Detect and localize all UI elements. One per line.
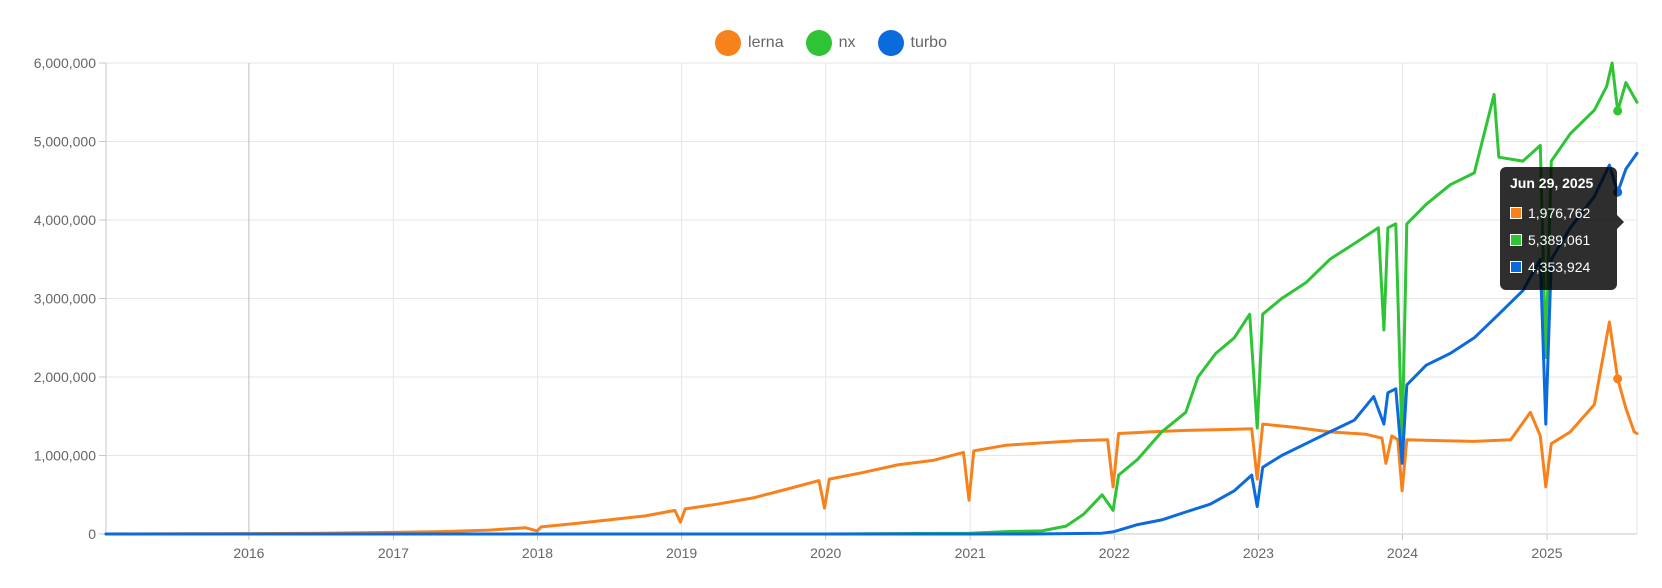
hover-point-lerna <box>1613 374 1623 384</box>
y-tick-label-1: 1,000,000 <box>34 448 96 464</box>
series-line-turbo <box>104 151 1639 536</box>
x-tick-label-2016: 2016 <box>233 545 264 561</box>
x-tick-label-2024: 2024 <box>1387 545 1418 561</box>
x-tick-label-2021: 2021 <box>955 545 986 561</box>
series-line-nx <box>104 61 1639 536</box>
tooltip-swatch-nx <box>1510 233 1522 246</box>
hover-point-nx <box>1613 106 1623 116</box>
legend-label-lerna: lerna <box>748 34 784 51</box>
series-layer <box>104 61 1639 536</box>
x-tick-label-2025: 2025 <box>1531 545 1562 561</box>
tooltip-swatch-lerna <box>1510 206 1522 219</box>
series-line-lerna <box>104 320 1639 536</box>
grid-layer <box>106 62 1637 535</box>
tooltip-row-turbo: 4,353,924 <box>1510 253 1607 280</box>
x-tick-label-2022: 2022 <box>1099 545 1130 561</box>
legend-swatch-turbo <box>877 30 904 56</box>
legend-item-turbo[interactable]: turbo <box>877 30 947 56</box>
chart-legend: lerna nx turbo <box>0 28 1662 58</box>
tooltip-arrow <box>1617 215 1624 229</box>
x-tick-label-2019: 2019 <box>666 545 697 561</box>
tooltip-swatch-turbo <box>1510 260 1522 273</box>
x-tick-label-2020: 2020 <box>810 545 841 561</box>
tooltip-value-turbo: 4,353,924 <box>1528 258 1591 275</box>
y-tick-label-4: 4,000,000 <box>34 212 96 228</box>
tooltip-value-lerna: 1,976,762 <box>1528 204 1591 221</box>
y-tick-label-0: 0 <box>88 526 96 542</box>
chart-tooltip: Jun 29, 2025 1,976,762 5,389,061 4,353,9… <box>1500 167 1624 290</box>
legend-label-nx: nx <box>838 34 856 51</box>
y-tick-label-3: 3,000,000 <box>34 291 96 307</box>
legend-swatch-lerna <box>715 30 742 56</box>
axis-layer: 0 1,000,000 2,000,000 3,000,000 4,000,000 5,0… <box>34 55 1638 561</box>
legend-item-lerna[interactable]: lerna <box>715 30 784 56</box>
x-tick-label-2018: 2018 <box>522 545 553 561</box>
x-tick-label-2017: 2017 <box>378 545 409 561</box>
legend-label-turbo: turbo <box>910 34 947 51</box>
tooltip-row-nx: 5,389,061 <box>1510 226 1607 253</box>
tooltip-value-nx: 5,389,061 <box>1528 231 1591 248</box>
y-tick-label-2: 2,000,000 <box>34 369 96 385</box>
y-tick-label-6: 6,000,000 <box>34 55 96 71</box>
legend-swatch-nx <box>805 30 832 56</box>
legend-item-nx[interactable]: nx <box>805 30 856 56</box>
tooltip-date: Jun 29, 2025 <box>1510 175 1594 191</box>
tooltip-row-lerna: 1,976,762 <box>1510 199 1607 226</box>
x-tick-label-2023: 2023 <box>1243 545 1274 561</box>
y-tick-label-5: 5,000,000 <box>34 134 96 150</box>
